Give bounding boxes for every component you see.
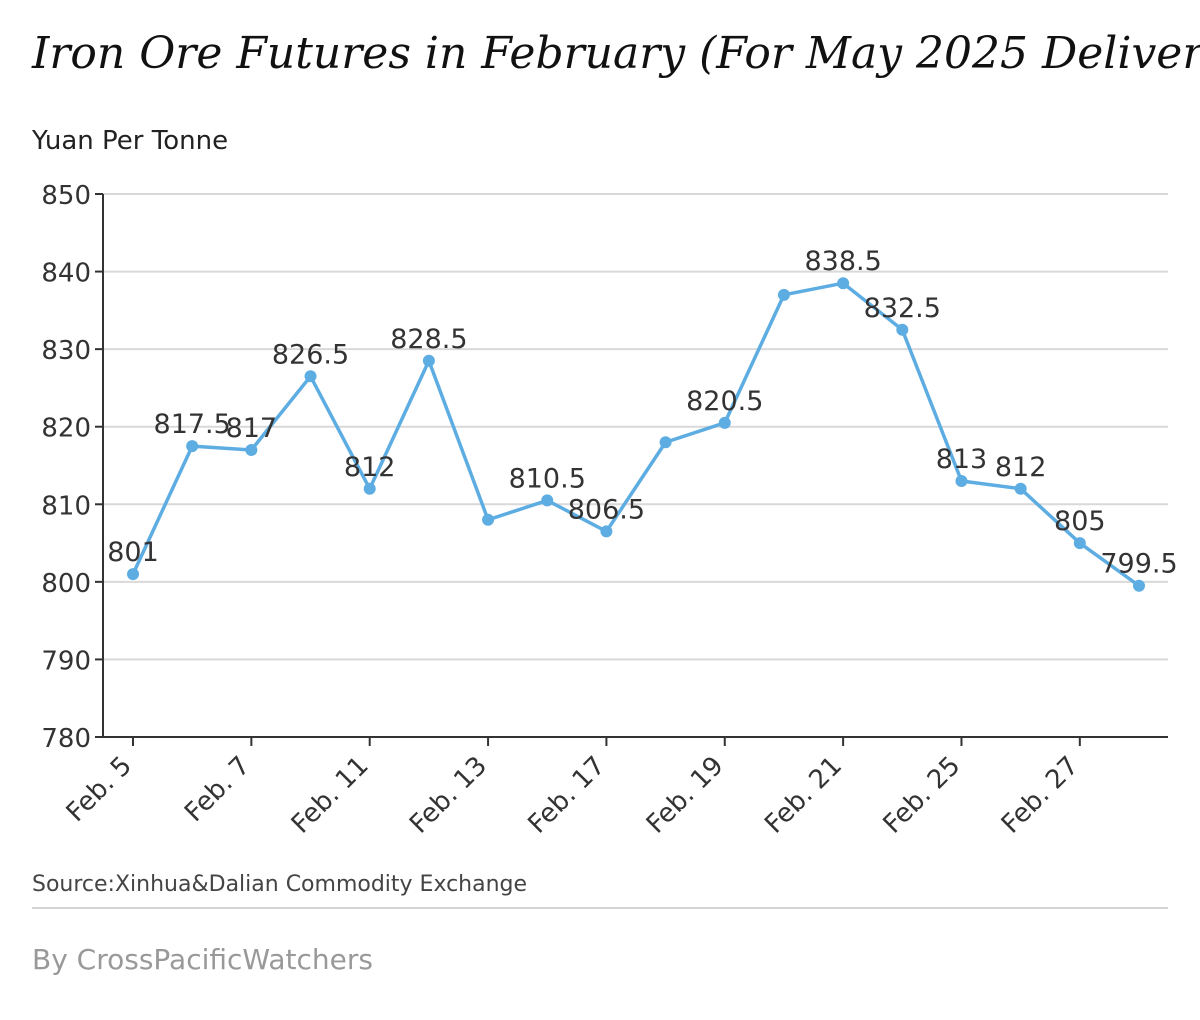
data-label: 801 [107, 537, 159, 568]
data-point [304, 370, 317, 383]
data-point [955, 475, 968, 488]
data-label: 812 [995, 452, 1047, 483]
data-point [600, 525, 613, 538]
data-label: 813 [936, 444, 988, 475]
y-tick-label: 830 [41, 336, 91, 366]
data-point [718, 416, 731, 429]
data-point [1073, 537, 1086, 550]
y-axis-ticks: 780 790 800 810 820 830 840 850 [41, 181, 103, 754]
data-point [127, 568, 139, 581]
x-tick-label: Feb. 13 [404, 751, 493, 840]
data-label: 805 [1054, 506, 1106, 537]
data-label: 806.5 [568, 494, 645, 525]
data-point [422, 354, 435, 367]
divider [32, 907, 1168, 909]
data-label: 799.5 [1100, 549, 1177, 580]
source-note: Source:Xinhua&Dalian Commodity Exchange [32, 872, 528, 897]
byline: By CrossPacificWatchers [32, 943, 373, 976]
data-label: 838.5 [804, 246, 881, 277]
x-axis-ticks: Feb. 5 Feb. 7 Feb. 11 Feb. 13 Feb. 17 Feb. 19… [61, 737, 1085, 840]
y-tick-label: 800 [41, 569, 91, 599]
x-tick-label: Feb. 25 [878, 751, 967, 840]
x-tick-label: Feb. 27 [996, 751, 1085, 840]
x-tick-label: Feb. 21 [759, 751, 848, 840]
y-tick-label: 850 [41, 181, 91, 211]
data-point [837, 277, 850, 290]
data-point [777, 288, 790, 301]
gridlines [103, 193, 1168, 661]
y-tick-label: 780 [41, 724, 91, 754]
x-tick-label: Feb. 19 [641, 751, 730, 840]
data-point [896, 323, 909, 336]
data-label: 817.5 [154, 409, 231, 440]
data-point [245, 443, 258, 456]
y-tick-label: 820 [41, 414, 91, 444]
data-label: 810.5 [509, 463, 586, 494]
y-tick-label: 810 [41, 491, 91, 521]
data-label: 820.5 [686, 386, 763, 417]
data-point [541, 494, 554, 507]
data-point [1133, 579, 1145, 592]
chart-title: Iron Ore Futures in February (For May 20… [32, 28, 1200, 79]
y-axis-unit-label: Yuan Per Tonne [32, 126, 229, 156]
data-label: 817 [226, 413, 278, 444]
x-tick-label: Feb. 11 [286, 751, 375, 840]
data-point [482, 513, 495, 526]
data-point [659, 436, 672, 449]
data-point [186, 440, 199, 453]
data-point [1014, 482, 1027, 495]
series-group [127, 277, 1145, 592]
x-tick-label: Feb. 5 [61, 751, 138, 828]
data-label: 812 [344, 452, 396, 483]
data-label: 832.5 [864, 293, 941, 324]
series-line [131, 281, 1141, 588]
data-label: 826.5 [272, 339, 349, 370]
x-tick-label: Feb. 17 [523, 751, 612, 840]
x-tick-label: Feb. 7 [179, 751, 256, 828]
y-tick-label: 790 [41, 646, 91, 676]
data-point [363, 482, 376, 495]
data-label: 828.5 [390, 324, 467, 355]
y-tick-label: 840 [41, 259, 91, 289]
